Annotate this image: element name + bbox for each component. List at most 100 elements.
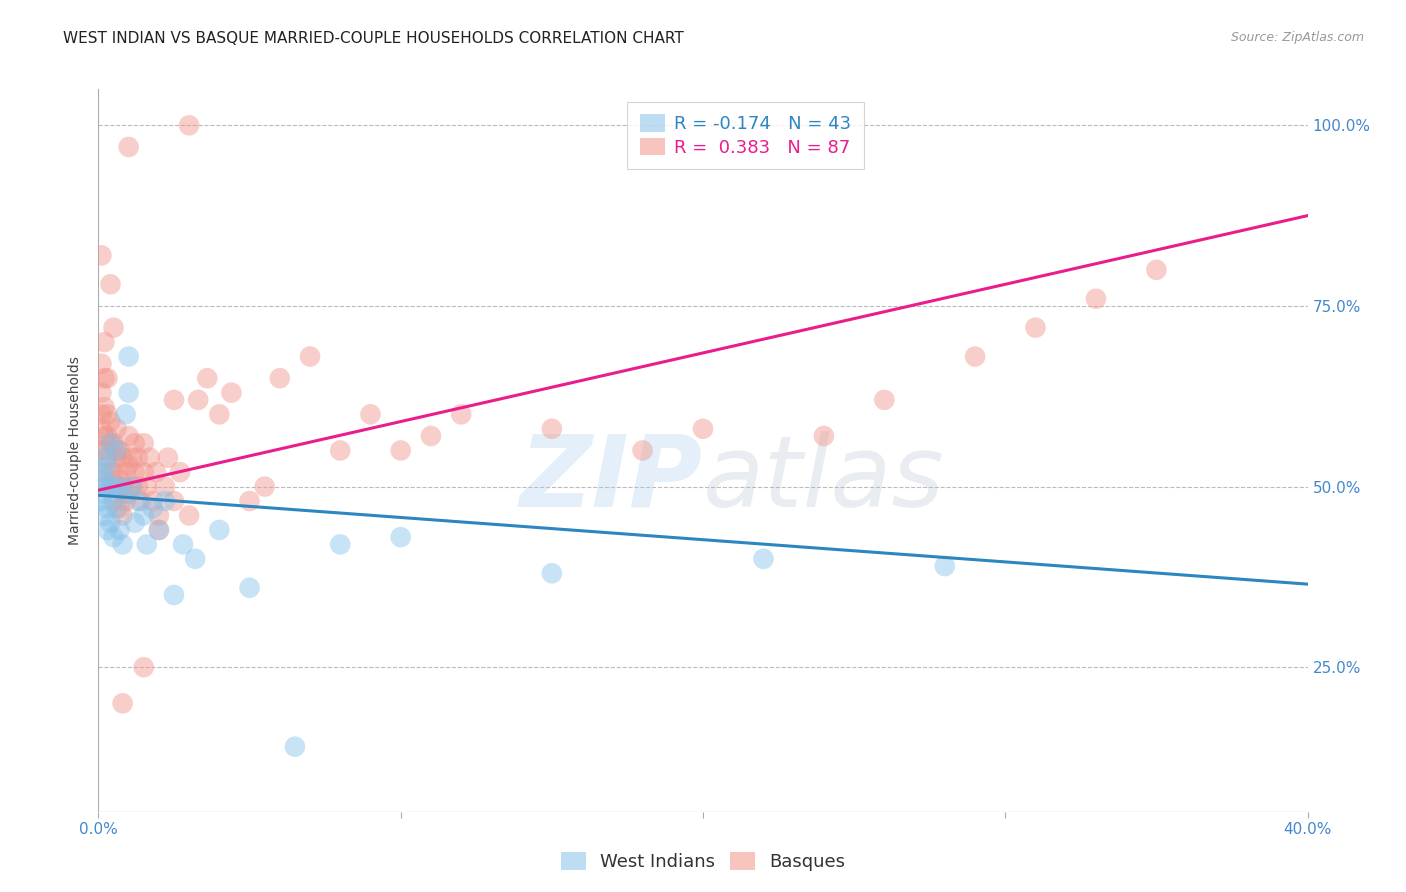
Point [100,436,122,450]
Point [93,400,115,414]
Point [139,450,162,465]
Point [1144,262,1167,277]
Point [111,696,134,710]
Point [90,480,112,494]
Point [100,436,122,450]
Point [108,480,131,494]
Point [179,508,201,523]
Point [103,480,125,494]
Point [132,508,155,523]
Point [105,480,128,494]
Point [105,422,128,436]
Point [127,494,149,508]
Point [132,465,155,479]
Point [124,516,146,530]
Legend: West Indians, Basques: West Indians, Basques [554,846,852,879]
Point [148,523,170,537]
Point [135,480,157,494]
Point [145,465,167,479]
Point [142,494,165,508]
Point [93,508,115,523]
Point [103,494,125,508]
Point [360,407,382,421]
Point [450,407,472,421]
Point [163,494,186,508]
Point [148,508,170,523]
Point [169,465,191,479]
Point [156,450,179,465]
Point [111,487,134,501]
Y-axis label: Married-couple Households: Married-couple Households [69,356,83,545]
Point [420,429,443,443]
Text: ZIP: ZIP [520,431,703,528]
Point [127,450,149,465]
Point [118,350,141,364]
Point [93,465,115,479]
Point [934,559,956,574]
Point [100,480,122,494]
Point [96,501,118,516]
Point [90,407,112,421]
Point [124,436,146,450]
Point [96,523,118,537]
Point [93,429,115,443]
Point [752,551,775,566]
Point [253,480,276,494]
Point [108,523,131,537]
Text: Source: ZipAtlas.com: Source: ZipAtlas.com [1230,31,1364,45]
Legend: R = -0.174   N = 43, R =  0.383   N = 87: R = -0.174 N = 43, R = 0.383 N = 87 [627,102,863,169]
Point [96,429,118,443]
Point [93,443,115,458]
Point [108,501,131,516]
Point [96,371,118,385]
Point [813,429,835,443]
Point [873,392,896,407]
Point [100,277,122,292]
Point [121,480,143,494]
Point [96,480,118,494]
Point [118,140,141,154]
Point [90,422,112,436]
Point [93,472,115,486]
Point [108,472,131,486]
Point [108,443,131,458]
Point [114,465,136,479]
Point [93,450,115,465]
Point [111,508,134,523]
Point [1024,320,1046,334]
Point [269,371,291,385]
Point [90,248,112,262]
Point [90,465,112,479]
Point [118,487,141,501]
Point [1085,292,1108,306]
Text: WEST INDIAN VS BASQUE MARRIED-COUPLE HOUSEHOLDS CORRELATION CHART: WEST INDIAN VS BASQUE MARRIED-COUPLE HOU… [63,31,685,46]
Point [132,660,155,674]
Point [965,350,987,364]
Point [208,407,231,421]
Point [118,429,141,443]
Point [329,537,352,551]
Point [100,516,122,530]
Point [239,494,262,508]
Point [127,480,149,494]
Point [96,458,118,472]
Point [121,480,143,494]
Point [148,523,170,537]
Point [100,415,122,429]
Point [90,357,112,371]
Point [105,450,128,465]
Point [239,581,262,595]
Point [103,465,125,479]
Point [299,350,322,364]
Point [100,465,122,479]
Point [132,436,155,450]
Point [111,537,134,551]
Point [153,480,176,494]
Point [111,450,134,465]
Point [114,407,136,421]
Point [142,501,165,516]
Point [103,530,125,544]
Point [172,537,194,551]
Point [179,118,201,132]
Point [103,320,125,334]
